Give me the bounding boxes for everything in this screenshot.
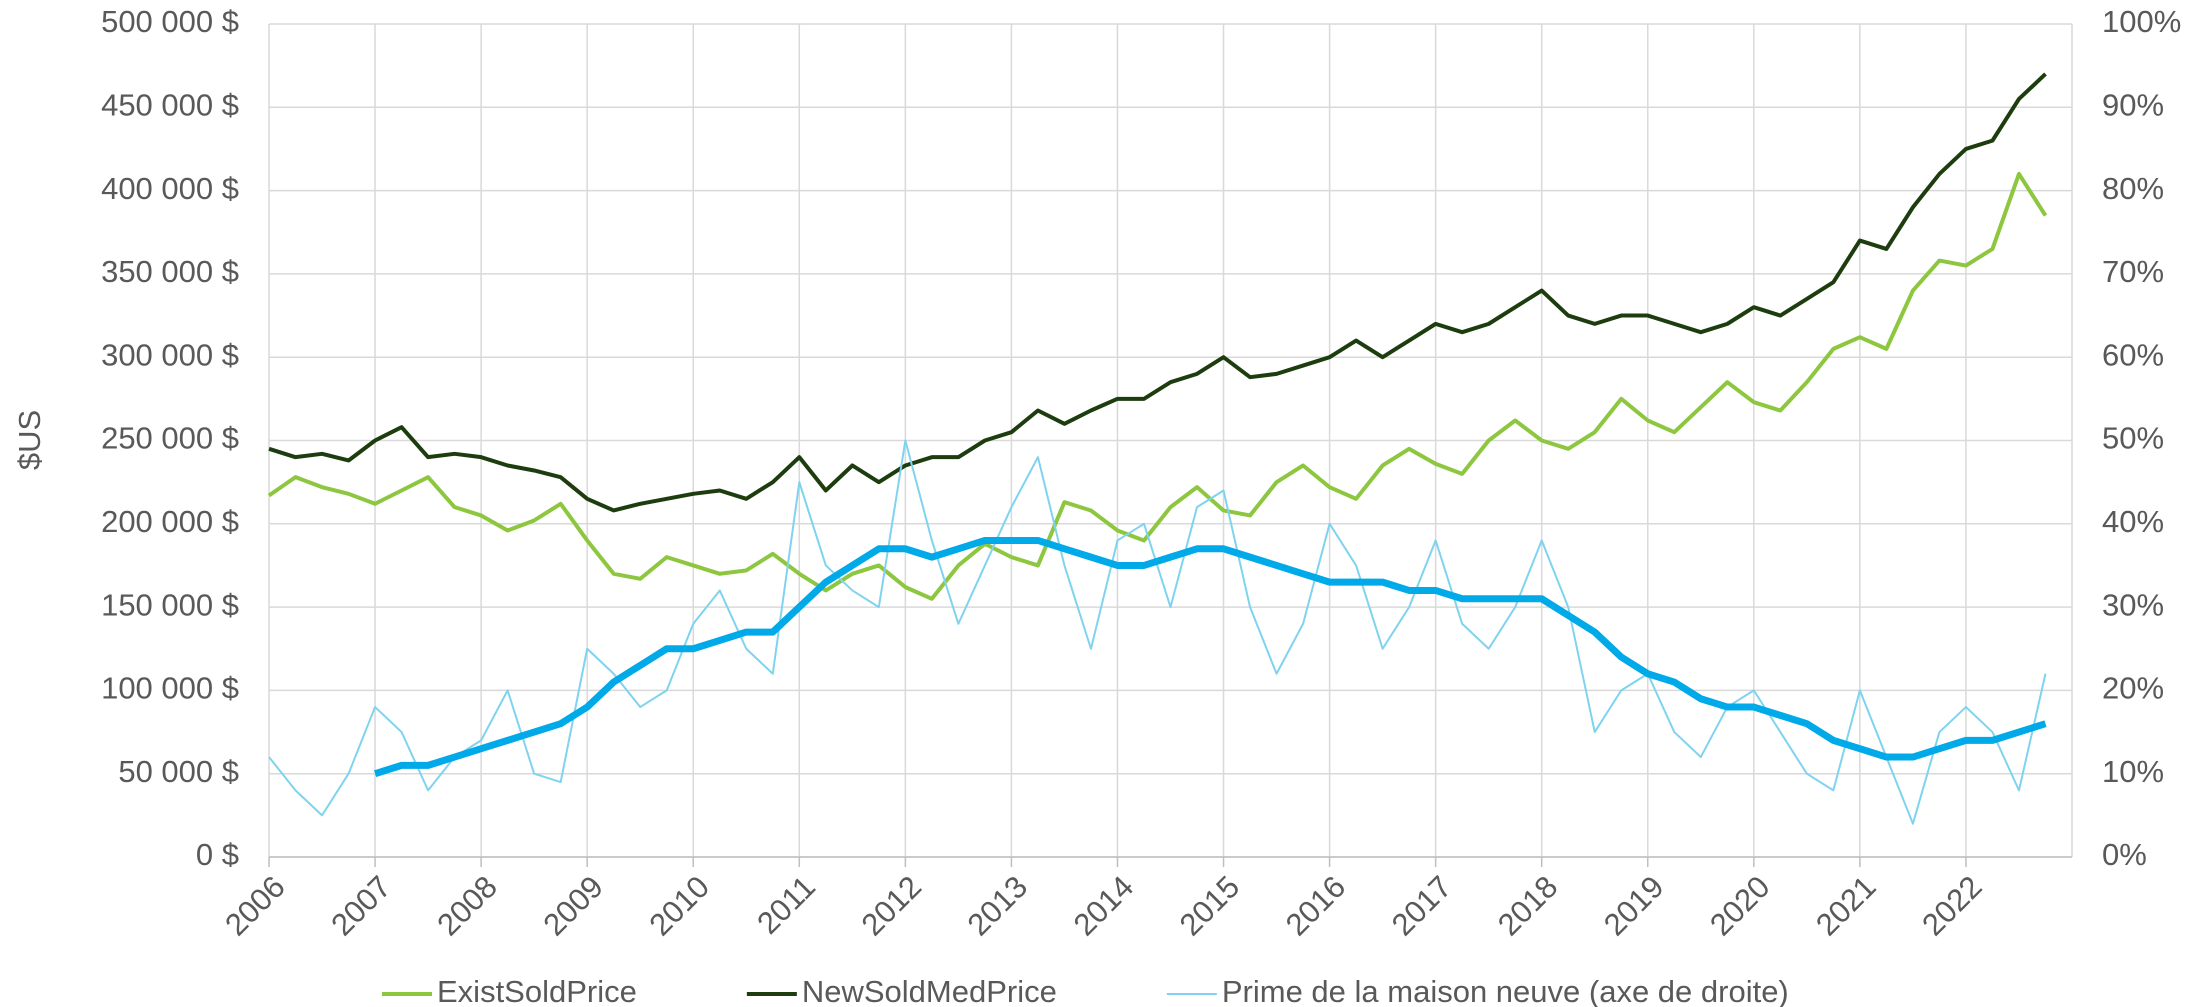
legend-label: ExistSoldPrice [437, 974, 637, 1007]
x-tick-label: 2021 [1809, 869, 1883, 943]
x-tick-label: 2016 [1279, 869, 1353, 943]
x-tick-label: 2018 [1491, 869, 1565, 943]
y-tick-label: 0 $ [196, 837, 239, 872]
y-tick-label: 50 000 $ [118, 754, 239, 789]
x-tick-label: 2022 [1915, 869, 1989, 943]
y2-tick-label: 80% [2102, 171, 2164, 206]
y-tick-label: 350 000 $ [101, 254, 239, 289]
y-tick-label: 500 000 $ [101, 4, 239, 39]
x-tick-label: 2012 [855, 869, 929, 943]
x-tick-label: 2015 [1173, 869, 1247, 943]
x-tick-label: 2011 [750, 869, 822, 941]
y-tick-label: 250 000 $ [101, 421, 239, 456]
y2-tick-label: 20% [2102, 671, 2164, 706]
y2-tick-label: 10% [2102, 754, 2164, 789]
legend-label: NewSoldMedPrice [802, 974, 1057, 1007]
x-tick-label: 2009 [536, 869, 610, 943]
y-tick-label: 100 000 $ [101, 671, 239, 706]
y-tick-label: 450 000 $ [101, 87, 239, 122]
y2-tick-label: 100% [2102, 4, 2181, 39]
x-tick-label: 2019 [1597, 869, 1671, 943]
x-tick-label: 2007 [324, 869, 398, 943]
x-tick-label: 2013 [961, 869, 1035, 943]
x-tick-label: 2017 [1385, 869, 1459, 943]
series-line [374, 536, 2047, 778]
y2-tick-label: 70% [2102, 254, 2164, 289]
y-tick-label: 400 000 $ [101, 171, 239, 206]
x-tick-label: 2010 [642, 869, 716, 943]
y2-tick-label: 50% [2102, 421, 2164, 456]
series-line [267, 171, 2048, 601]
y2-tick-label: 40% [2102, 504, 2164, 539]
series-line [268, 72, 2047, 513]
y2-tick-label: 0% [2102, 837, 2147, 872]
y-tick-label: 200 000 $ [101, 504, 239, 539]
x-tick-label: 2008 [430, 869, 504, 943]
y2-tick-label: 30% [2102, 587, 2164, 622]
x-tick-label: 2006 [218, 869, 292, 943]
y2-tick-label: 90% [2102, 87, 2164, 122]
y2-tick-label: 60% [2102, 337, 2164, 372]
x-tick-label: 2020 [1703, 869, 1777, 943]
y-tick-label: 300 000 $ [101, 337, 239, 372]
y-tick-label: 150 000 $ [101, 587, 239, 622]
x-tick-label: 2014 [1067, 869, 1141, 943]
legend-label: Prime de la maison neuve (axe de droite) [1222, 974, 1789, 1007]
series-line [268, 439, 2047, 825]
y-axis-label: $US [12, 410, 47, 470]
